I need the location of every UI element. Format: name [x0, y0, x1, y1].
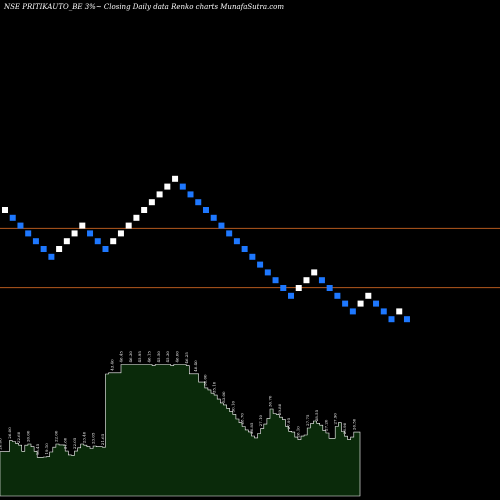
renko-brick-up — [141, 207, 148, 213]
renko-brick-down — [87, 230, 94, 237]
renko-brick-down — [102, 246, 109, 252]
renko-brick-down — [342, 300, 349, 307]
renko-brick-down — [349, 308, 356, 315]
renko-bricks — [2, 175, 410, 323]
volume-label: 23.40 — [81, 431, 86, 443]
renko-brick-up — [311, 269, 318, 276]
renko-brick-down — [187, 191, 194, 198]
volume-label: 46.25 — [184, 352, 189, 364]
volume-label: 40.40 — [193, 360, 198, 372]
renko-brick-down — [288, 292, 295, 299]
volume-area-path — [0, 364, 361, 497]
volume-label: 46.00 — [174, 351, 179, 363]
volume-label: 33.00 — [221, 391, 226, 403]
renko-brick-up — [357, 300, 364, 307]
renko-brick-down — [94, 238, 101, 245]
renko-brick-down — [264, 269, 271, 276]
renko-brick-down — [48, 253, 55, 260]
volume-label: 26.10 — [296, 426, 301, 438]
volume-label: 46.30 — [128, 351, 133, 363]
renko-brick-down — [210, 214, 217, 221]
volume-label: 21.60 — [63, 437, 68, 449]
volume-label: 46.15 — [147, 351, 152, 363]
volume-label: 27.20 — [323, 419, 328, 431]
renko-brick-up — [2, 207, 8, 213]
volume-label: 45.95 — [137, 351, 142, 363]
volume-label: 23.05 — [91, 432, 96, 444]
volume-label: 26.90 — [342, 422, 347, 434]
volume-label: 19.10 — [44, 443, 49, 455]
renko-brick-up — [303, 277, 310, 284]
renko-brick-down — [241, 246, 248, 252]
renko-brick-down — [9, 214, 16, 221]
renko-brick-up — [71, 230, 78, 237]
renko-brick-down — [388, 316, 395, 323]
renko-brick-down — [318, 277, 325, 284]
renko-brick-down — [257, 261, 264, 268]
renko-brick-down — [233, 238, 240, 245]
renko-brick-down — [249, 253, 256, 260]
volume-label: 28.55 — [314, 409, 319, 421]
chart-title: NSE PRITIKAUTO_BE 3%~ Closing Daily data… — [3, 3, 284, 11]
volume-label: 27.10 — [258, 414, 263, 426]
volume-label: 30.70 — [268, 395, 273, 407]
volume-label: 45.50 — [156, 351, 161, 363]
renko-brick-up — [79, 222, 86, 229]
renko-brick-down — [202, 207, 209, 213]
volume-label: 26.00 — [0, 438, 3, 450]
volume-label: 26.85 — [249, 422, 254, 434]
renko-brick-up — [164, 183, 171, 190]
renko-brick-up — [172, 175, 179, 182]
renko-brick-up — [148, 199, 155, 206]
renko-brick-down — [272, 277, 279, 284]
volume-label: 22.00 — [53, 430, 58, 442]
volume-label: 20.00 — [26, 430, 31, 442]
renko-brick-up — [133, 214, 140, 221]
renko-brick-down — [334, 292, 341, 299]
volume-label: 35.10 — [212, 381, 217, 393]
renko-brick-up — [365, 292, 372, 299]
volume-label: 27.90 — [333, 413, 338, 425]
renko-brick-up — [117, 230, 124, 237]
volume-labels: 26.00 26.00 22.60 20.00 18.45 19.10 22.00 21.60… — [0, 351, 356, 456]
volume-label: 26.00 — [7, 427, 12, 439]
renko-brick-down — [373, 300, 380, 307]
volume-label: 30.10 — [230, 400, 235, 412]
renko-brick-up — [63, 238, 70, 245]
renko-brick-up — [156, 191, 163, 198]
renko-brick-down — [40, 246, 47, 252]
renko-brick-down — [32, 238, 39, 245]
renko-brick-down — [380, 308, 387, 315]
volume-label: 43.40 — [109, 359, 114, 371]
renko-brick-down — [280, 285, 287, 291]
renko-brick-up — [125, 222, 132, 229]
volume-label: 46.45 — [119, 351, 124, 363]
volume-label: 29.80 — [277, 403, 282, 415]
renko-brick-down — [326, 285, 333, 291]
volume-label: 38.00 — [202, 374, 207, 386]
renko-brick-down — [179, 183, 186, 190]
renko-brick-down — [25, 230, 32, 237]
renko-brick-down — [218, 222, 225, 229]
volume-label: 21.65 — [100, 433, 105, 445]
volume-label: 27.95 — [286, 417, 291, 429]
renko-brick-down — [17, 222, 24, 229]
volume-label: 26.50 — [351, 418, 356, 430]
renko-brick-down — [195, 199, 202, 206]
volume-label: 22.60 — [16, 431, 21, 443]
renko-brick-down — [226, 230, 233, 237]
renko-brick-up — [396, 308, 403, 315]
volume-label: 27.75 — [305, 414, 310, 426]
volume-label: 28.70 — [240, 413, 245, 425]
renko-brick-down — [403, 316, 410, 323]
volume-area — [0, 364, 361, 497]
renko-brick-up — [295, 285, 302, 291]
volume-label: 22.05 — [72, 437, 77, 449]
volume-label: 18.45 — [35, 443, 40, 455]
renko-brick-up — [110, 238, 117, 245]
volume-label: 45.30 — [165, 351, 170, 363]
renko-brick-up — [56, 246, 63, 252]
